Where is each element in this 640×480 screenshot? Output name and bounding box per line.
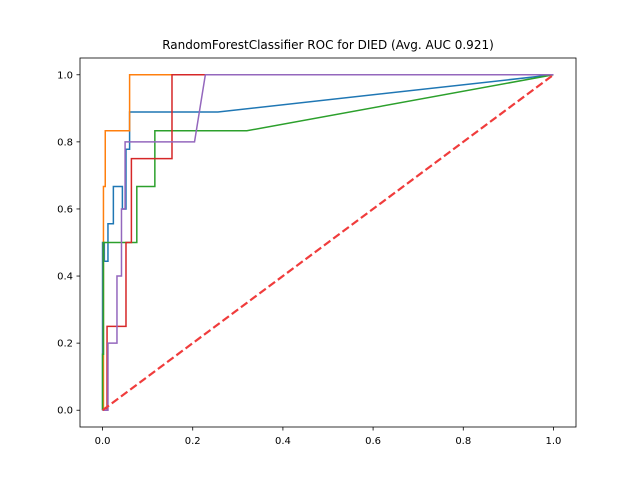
x-tick-label: 1.0	[546, 436, 562, 447]
y-tick-label: 0.4	[57, 272, 73, 283]
x-tick-label: 0.4	[275, 436, 291, 447]
chart-title: RandomForestClassifier ROC for DIED (Avg…	[162, 38, 494, 52]
y-tick-label: 0.0	[57, 406, 73, 417]
y-tick-label: 1.0	[57, 70, 73, 81]
axes-frame	[79, 57, 577, 428]
x-tick-label: 0.0	[95, 436, 111, 447]
x-tick-label: 0.2	[185, 436, 201, 447]
chance-reference-line	[101, 73, 555, 412]
plot-area	[101, 73, 555, 412]
x-tick-label: 0.8	[455, 436, 471, 447]
roc-series-line-3	[101, 74, 554, 411]
roc-series-line-5	[102, 74, 554, 411]
x-tick-label: 0.6	[365, 436, 381, 447]
y-tick-label: 0.8	[57, 137, 73, 148]
y-tick-label: 0.2	[57, 339, 73, 350]
roc-series-line-4	[102, 74, 554, 411]
y-tick-label: 0.6	[57, 204, 73, 215]
axes: 0.0 0.2 0.4 0.6 0.8 1.0 0.0 0.2 0.4 0.6 0.8 1.0	[57, 70, 561, 447]
